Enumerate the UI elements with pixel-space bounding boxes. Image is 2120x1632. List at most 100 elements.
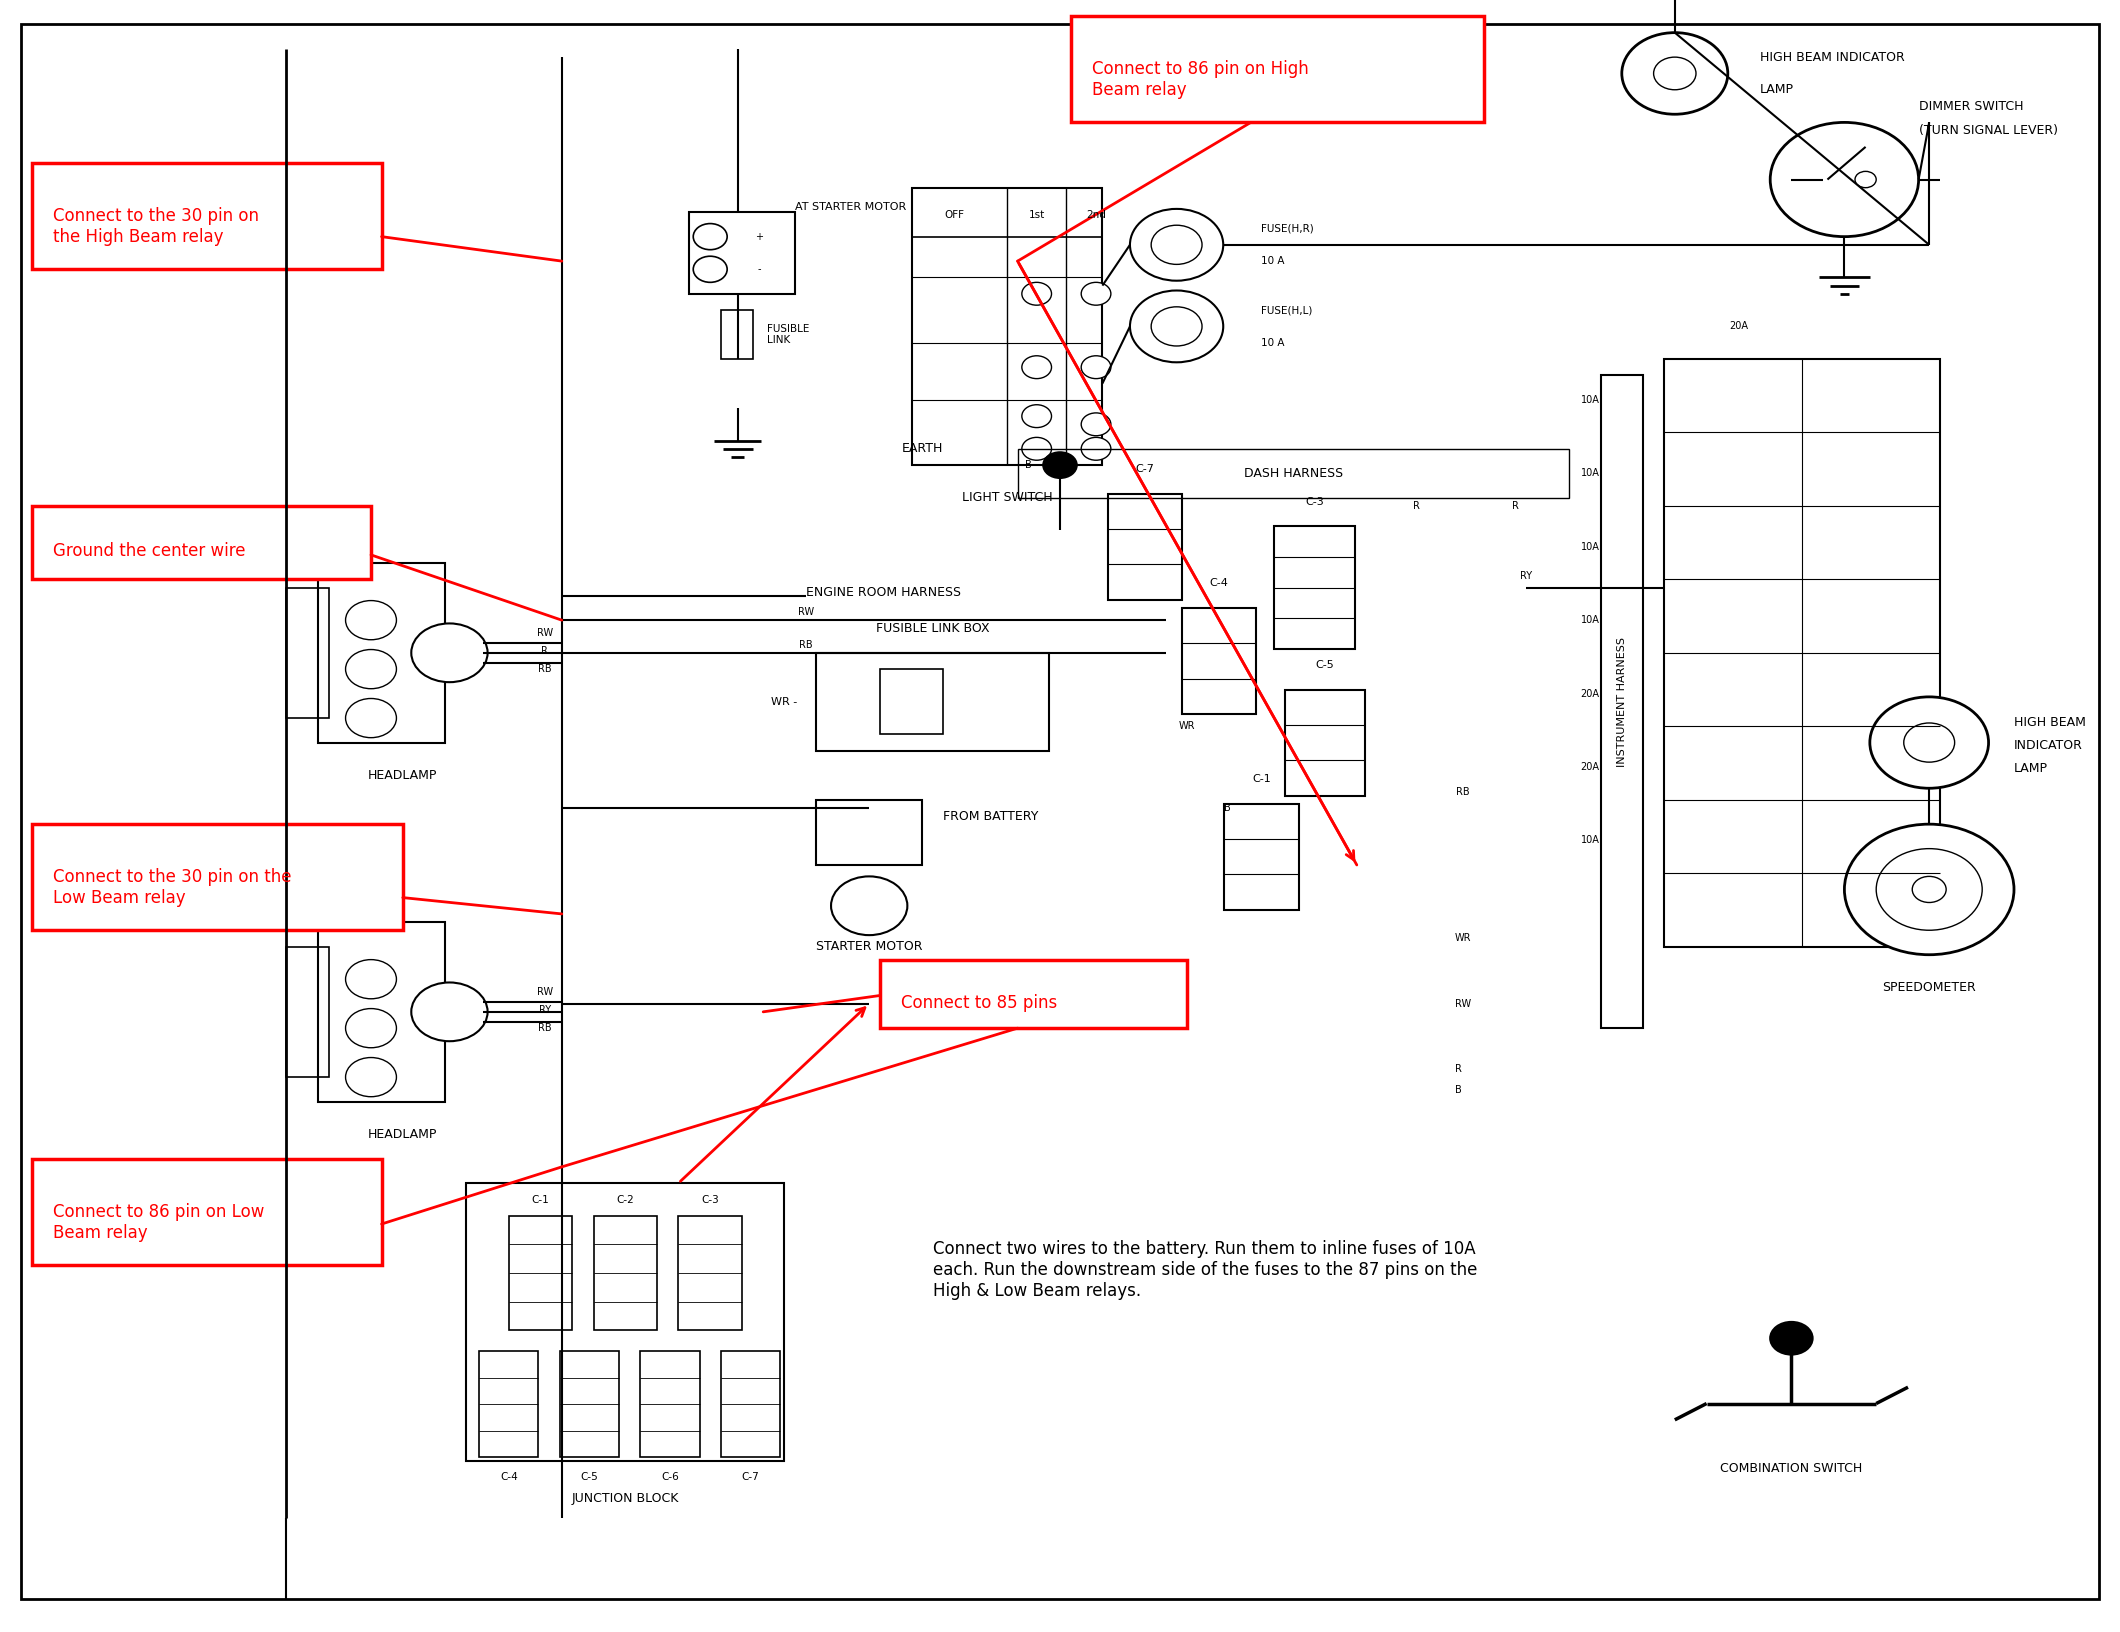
Circle shape (1904, 723, 1955, 762)
Text: B: B (1454, 1085, 1463, 1095)
Bar (479, 1351, 538, 1457)
Bar (721, 310, 753, 359)
Circle shape (1081, 437, 1111, 460)
Circle shape (1022, 282, 1052, 305)
Text: Connect two wires to the battery. Run them to inline fuses of 10A
each. Run the : Connect two wires to the battery. Run th… (933, 1240, 1478, 1301)
Text: FROM BATTERY: FROM BATTERY (943, 809, 1039, 823)
Text: 1st: 1st (1028, 211, 1045, 220)
Bar (560, 1351, 619, 1457)
Text: -: - (757, 264, 761, 274)
Bar (1109, 494, 1183, 601)
Bar (32, 824, 403, 930)
Circle shape (1081, 413, 1111, 436)
Circle shape (1876, 849, 1982, 930)
Bar (594, 1216, 657, 1330)
Circle shape (1912, 876, 1946, 902)
Circle shape (1855, 171, 1876, 188)
Text: HIGH BEAM: HIGH BEAM (2014, 716, 2086, 730)
Text: Ground the center wire: Ground the center wire (53, 542, 246, 560)
Text: C-3: C-3 (1306, 496, 1323, 508)
Circle shape (693, 256, 727, 282)
Circle shape (1022, 356, 1052, 379)
Circle shape (831, 876, 907, 935)
Text: (TURN SIGNAL LEVER): (TURN SIGNAL LEVER) (1919, 124, 2059, 137)
Text: C-4: C-4 (1211, 578, 1227, 589)
Bar (32, 1159, 382, 1265)
Text: C-7: C-7 (1136, 463, 1153, 475)
Circle shape (1130, 290, 1223, 362)
Text: R: R (541, 646, 549, 656)
Text: 10 A: 10 A (1261, 256, 1285, 266)
Text: 20A: 20A (1582, 689, 1598, 698)
Text: 2nd: 2nd (1085, 211, 1107, 220)
Bar (466, 1183, 784, 1461)
Text: HEADLAMP: HEADLAMP (369, 769, 437, 782)
Text: RB: RB (538, 664, 551, 674)
Bar (318, 922, 445, 1102)
Text: 20A: 20A (1730, 322, 1747, 331)
Bar (640, 1351, 700, 1457)
Circle shape (346, 1058, 396, 1097)
Text: AT STARTER MOTOR: AT STARTER MOTOR (795, 202, 905, 212)
Circle shape (1081, 282, 1111, 305)
Text: C-2: C-2 (617, 1195, 634, 1204)
Text: HIGH BEAM INDICATOR: HIGH BEAM INDICATOR (1760, 51, 1904, 64)
Text: INSTRUMENT HARNESS: INSTRUMENT HARNESS (1618, 636, 1626, 767)
Bar (1274, 526, 1355, 648)
Circle shape (1151, 307, 1202, 346)
Bar (880, 669, 943, 734)
Circle shape (1043, 452, 1077, 478)
Text: FUSIBLE
LINK: FUSIBLE LINK (767, 323, 810, 346)
Text: Connect to the 30 pin on the
Low Beam relay: Connect to the 30 pin on the Low Beam re… (53, 868, 293, 907)
Text: C-1: C-1 (532, 1195, 549, 1204)
Text: RY: RY (1520, 571, 1533, 581)
Circle shape (346, 650, 396, 689)
Circle shape (346, 698, 396, 738)
Text: HEADLAMP: HEADLAMP (369, 1128, 437, 1141)
Text: C-6: C-6 (661, 1472, 678, 1482)
Text: JUNCTION BLOCK: JUNCTION BLOCK (572, 1492, 678, 1505)
Text: LAMP: LAMP (2014, 762, 2048, 775)
Text: C-4: C-4 (500, 1472, 517, 1482)
Text: Connect to 86 pin on Low
Beam relay: Connect to 86 pin on Low Beam relay (53, 1203, 265, 1242)
Text: 10A: 10A (1582, 836, 1598, 845)
Text: RB: RB (538, 1023, 551, 1033)
Text: RB: RB (799, 640, 812, 650)
Circle shape (1081, 356, 1111, 379)
Text: 10A: 10A (1582, 468, 1598, 478)
Bar (32, 506, 371, 579)
Circle shape (1022, 437, 1052, 460)
Circle shape (1654, 57, 1696, 90)
Text: FUSE(H,R): FUSE(H,R) (1261, 224, 1314, 233)
Text: FUSIBLE LINK BOX: FUSIBLE LINK BOX (876, 622, 990, 635)
Circle shape (411, 623, 488, 682)
Text: B: B (1024, 460, 1032, 470)
Text: COMBINATION SWITCH: COMBINATION SWITCH (1719, 1462, 1863, 1475)
Text: WR -: WR - (772, 697, 797, 707)
Text: +: + (755, 232, 763, 242)
Text: ENGINE ROOM HARNESS: ENGINE ROOM HARNESS (806, 586, 960, 599)
Bar (689, 212, 795, 294)
Text: C-5: C-5 (581, 1472, 598, 1482)
Text: 10A: 10A (1582, 395, 1598, 405)
Text: R: R (1412, 501, 1420, 511)
Text: R: R (1512, 501, 1520, 511)
Text: Connect to the 30 pin on
the High Beam relay: Connect to the 30 pin on the High Beam r… (53, 207, 259, 246)
Bar (318, 563, 445, 743)
Text: 10A: 10A (1582, 615, 1598, 625)
Circle shape (1770, 1322, 1813, 1355)
Circle shape (1844, 824, 2014, 955)
Bar (816, 653, 1049, 751)
Bar (1285, 689, 1365, 795)
Bar (721, 1351, 780, 1457)
Text: WR: WR (1454, 934, 1471, 943)
Circle shape (411, 982, 488, 1041)
Bar (1018, 449, 1569, 498)
Bar (509, 1216, 572, 1330)
Text: C-1: C-1 (1253, 774, 1270, 785)
Text: 20A: 20A (1582, 762, 1598, 772)
Circle shape (346, 1009, 396, 1048)
Text: RB: RB (1456, 787, 1469, 796)
Bar (678, 1216, 742, 1330)
Circle shape (346, 601, 396, 640)
